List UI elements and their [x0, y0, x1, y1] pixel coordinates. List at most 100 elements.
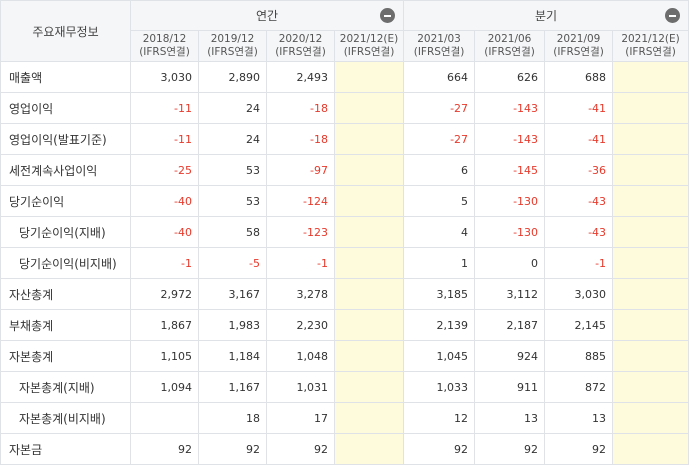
period-label: 2021/03 — [417, 33, 461, 45]
annual-value-cell — [333, 309, 405, 341]
quarter-value-cell: 626 — [474, 61, 546, 93]
annual-value-cell: 58 — [198, 216, 267, 248]
table-row: 영업이익(발표기준) -11 24 -18 -27 -143 -41 — [0, 123, 690, 155]
annual-value-cell: 1,184 — [198, 340, 267, 372]
period-label: 2020/12 — [278, 33, 323, 45]
quarter-value-cell: -1 — [544, 247, 614, 279]
quarter-value-cell — [612, 185, 690, 217]
quarter-value-cell: -27 — [403, 92, 476, 124]
quarter-collapse-icon[interactable] — [665, 8, 681, 23]
annual-group-label: 연간 — [255, 9, 279, 23]
annual-value-cell — [333, 278, 405, 310]
annual-value-cell — [333, 247, 405, 279]
quarter-value-cell: -43 — [544, 216, 614, 248]
quarter-value-cell: 2,145 — [544, 309, 614, 341]
quarter-value-cell: 688 — [544, 61, 614, 93]
annual-value-cell — [333, 154, 405, 186]
quarter-value-cell: 872 — [544, 371, 614, 403]
row-label: 자본총계(지배) — [0, 371, 131, 403]
quarter-value-cell: 92 — [544, 433, 614, 465]
quarter-period-header: 2021/06 (IFRS연결) — [474, 30, 546, 62]
annual-value-cell — [333, 402, 405, 434]
period-label: 2021/09 — [556, 33, 601, 45]
period-label: 2021/06 — [487, 33, 532, 45]
period-label: 2021/12(E) — [621, 33, 680, 45]
annual-value-cell: 1,094 — [130, 371, 199, 403]
quarter-value-cell: 924 — [474, 340, 546, 372]
annual-collapse-icon[interactable] — [380, 8, 396, 23]
annual-value-cell — [333, 185, 405, 217]
period-basis: (IFRS연결) — [625, 46, 676, 58]
annual-value-cell: -5 — [198, 247, 267, 279]
annual-value-cell: 1,105 — [130, 340, 199, 372]
annual-value-cell: -11 — [130, 123, 199, 155]
annual-value-cell: 53 — [198, 154, 267, 186]
table-row: 자본총계(지배) 1,094 1,167 1,031 1,033 911 872 — [0, 371, 690, 403]
annual-value-cell: 1,867 — [130, 309, 199, 341]
annual-period-header: 2021/12(E) (IFRS연결) — [333, 30, 405, 62]
annual-value-cell — [333, 340, 405, 372]
annual-value-cell: 3,278 — [266, 278, 335, 310]
row-label: 당기순이익(비지배) — [0, 247, 131, 279]
row-label: 자본총계 — [0, 340, 131, 372]
quarter-value-cell — [612, 433, 690, 465]
quarter-value-cell: -130 — [474, 185, 546, 217]
annual-value-cell: 1,048 — [266, 340, 335, 372]
row-label: 영업이익 — [0, 92, 131, 124]
annual-value-cell — [333, 433, 405, 465]
annual-value-cell: -1 — [130, 247, 199, 279]
table-row: 자본총계 1,105 1,184 1,048 1,045 924 885 — [0, 340, 690, 372]
annual-value-cell: 1,167 — [198, 371, 267, 403]
quarter-period-header: 2021/03 (IFRS연결) — [403, 30, 476, 62]
quarter-value-cell — [612, 154, 690, 186]
quarter-value-cell: 885 — [544, 340, 614, 372]
table-corner-header: 주요재무정보 — [0, 0, 131, 62]
annual-value-cell: -25 — [130, 154, 199, 186]
quarter-value-cell — [612, 61, 690, 93]
annual-value-cell: 3,030 — [130, 61, 199, 93]
period-basis: (IFRS연결) — [553, 46, 604, 58]
quarter-value-cell: 12 — [403, 402, 476, 434]
annual-value-cell: 2,890 — [198, 61, 267, 93]
quarter-period-header: 2021/09 (IFRS연결) — [544, 30, 614, 62]
quarter-value-cell: -145 — [474, 154, 546, 186]
quarter-value-cell: -41 — [544, 123, 614, 155]
annual-value-cell: 92 — [198, 433, 267, 465]
annual-value-cell — [333, 61, 405, 93]
quarter-group-label: 분기 — [535, 9, 558, 23]
table-row: 당기순이익(지배) -40 58 -123 4 -130 -43 — [0, 216, 690, 248]
period-basis: (IFRS연결) — [139, 46, 190, 58]
quarter-value-cell: 6 — [403, 154, 476, 186]
table-row: 자본금 92 92 92 92 92 92 — [0, 433, 690, 465]
period-label: 2018/12 — [142, 33, 187, 45]
quarter-value-cell: 3,185 — [403, 278, 476, 310]
period-basis: (IFRS연결) — [207, 46, 258, 58]
period-basis: (IFRS연결) — [484, 46, 535, 58]
quarter-value-cell: 13 — [544, 402, 614, 434]
quarter-value-cell: 1 — [403, 247, 476, 279]
annual-period-header: 2020/12 (IFRS연결) — [266, 30, 335, 62]
annual-value-cell: 17 — [266, 402, 335, 434]
table-row: 매출액 3,030 2,890 2,493 664 626 688 — [0, 61, 690, 93]
quarter-value-cell: -27 — [403, 123, 476, 155]
annual-value-cell: 2,230 — [266, 309, 335, 341]
annual-period-header: 2019/12 (IFRS연결) — [198, 30, 267, 62]
row-label: 영업이익(발표기준) — [0, 123, 131, 155]
quarter-value-cell: 1,033 — [403, 371, 476, 403]
quarter-value-cell: 911 — [474, 371, 546, 403]
quarter-group-header: 분기 — [403, 0, 690, 31]
annual-value-cell: 24 — [198, 123, 267, 155]
row-label: 자본총계(비지배) — [0, 402, 131, 434]
annual-value-cell: -1 — [266, 247, 335, 279]
quarter-value-cell — [612, 92, 690, 124]
quarter-value-cell: 3,030 — [544, 278, 614, 310]
annual-value-cell: -18 — [266, 92, 335, 124]
annual-value-cell: -123 — [266, 216, 335, 248]
quarter-value-cell: -36 — [544, 154, 614, 186]
annual-value-cell: -40 — [130, 185, 199, 217]
annual-value-cell: -124 — [266, 185, 335, 217]
quarter-value-cell: 2,139 — [403, 309, 476, 341]
quarter-value-cell: -143 — [474, 92, 546, 124]
quarter-value-cell — [612, 371, 690, 403]
